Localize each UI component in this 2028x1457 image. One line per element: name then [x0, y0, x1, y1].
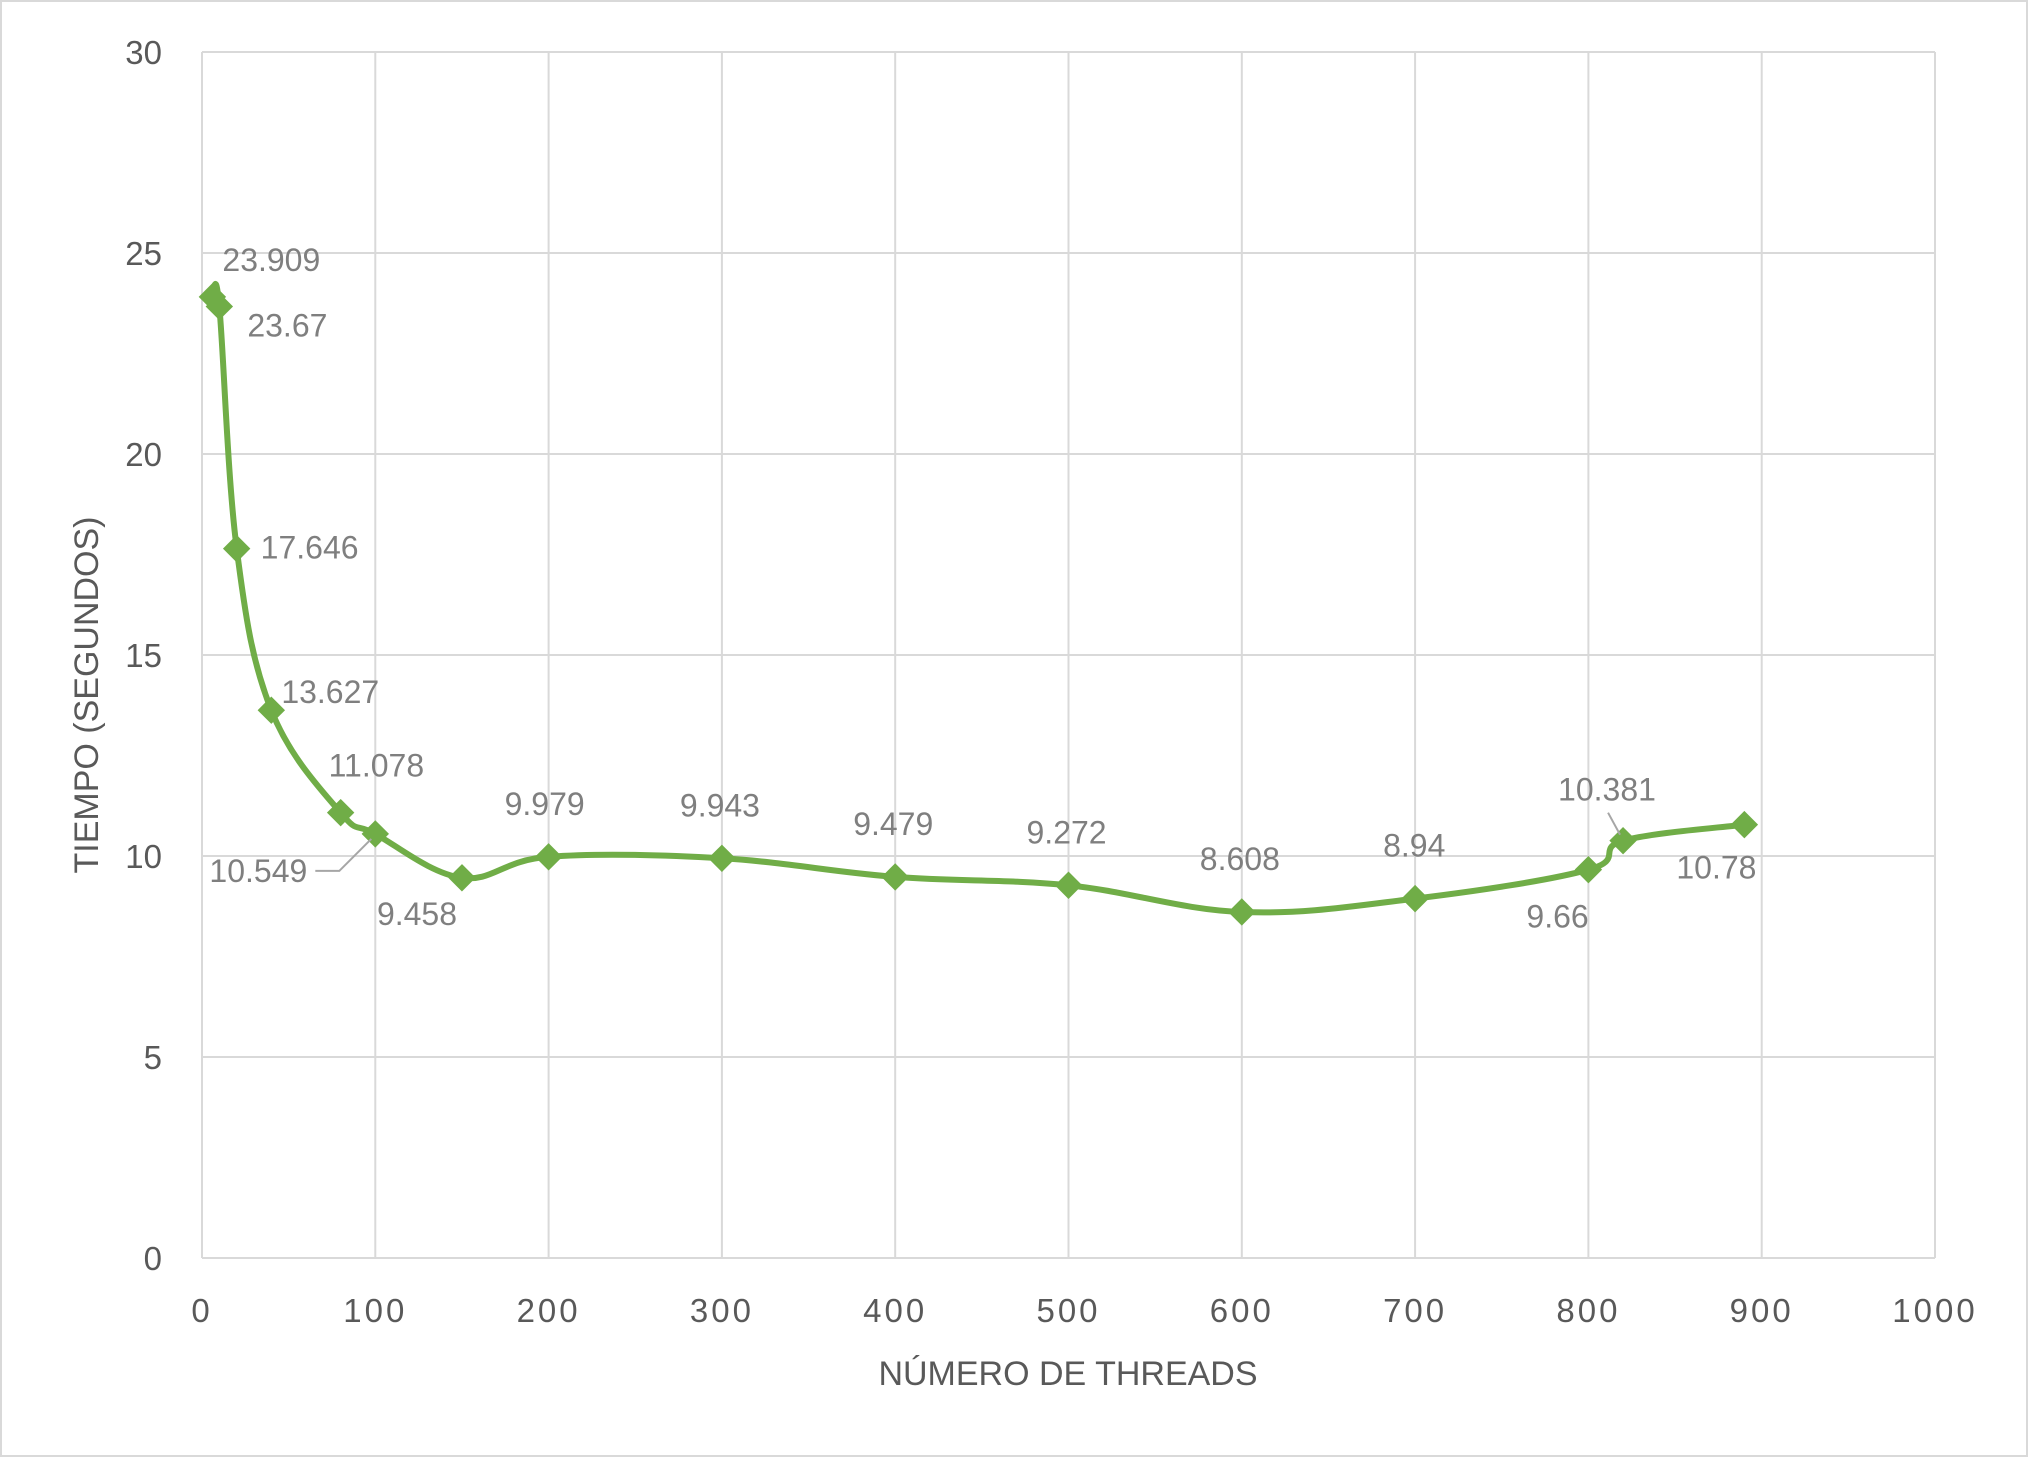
- x-tick-label: 0: [191, 1292, 212, 1329]
- data-label: 9.479: [853, 806, 933, 842]
- y-tick-label: 0: [144, 1240, 162, 1277]
- data-point-marker: [1730, 810, 1759, 839]
- data-label: 8.608: [1200, 841, 1280, 877]
- x-tick-label: 900: [1730, 1292, 1794, 1329]
- data-point-marker: [1228, 898, 1256, 926]
- data-label: 23.67: [247, 307, 327, 343]
- x-tick-label: 200: [517, 1292, 581, 1329]
- leader-line: [315, 838, 373, 872]
- data-label: 9.943: [680, 787, 760, 823]
- data-point-marker: [1574, 855, 1603, 884]
- y-tick-label: 25: [125, 235, 162, 272]
- data-point-marker: [534, 843, 563, 871]
- data-label: 9.66: [1526, 899, 1588, 935]
- data-point-marker: [1609, 826, 1637, 855]
- data-point-marker: [257, 696, 286, 724]
- data-label: 13.627: [281, 674, 379, 710]
- x-tick-label: 700: [1383, 1292, 1447, 1329]
- data-point-marker: [881, 863, 909, 891]
- x-tick-label: 300: [690, 1292, 754, 1329]
- y-tick-label: 20: [125, 436, 162, 473]
- data-point-marker: [1054, 871, 1083, 899]
- data-label: 17.646: [261, 530, 359, 566]
- data-label: 9.272: [1027, 814, 1107, 850]
- data-label: 10.78: [1676, 850, 1756, 886]
- data-point-marker: [1401, 884, 1429, 913]
- data-labels: 23.909 23.67 17.646 13.627 11.078 10.549 9.458…: [209, 242, 1756, 935]
- data-label: 8.94: [1383, 828, 1445, 864]
- y-tick-label: 5: [144, 1039, 162, 1076]
- data-label: 9.979: [505, 786, 585, 822]
- y-tick-label: 30: [125, 34, 162, 71]
- x-tick-label: 500: [1036, 1292, 1100, 1329]
- x-tick-label: 1000: [1892, 1292, 1977, 1329]
- y-tick-label: 10: [125, 838, 162, 875]
- data-point-marker: [326, 798, 355, 827]
- data-point-marker: [205, 292, 234, 321]
- series-line-layer: [209, 280, 1748, 916]
- data-label: 23.909: [222, 242, 320, 278]
- x-axis-title: NÚMERO DE THREADS: [878, 1355, 1257, 1393]
- leader-lines: [315, 812, 1621, 872]
- data-point-marker: [448, 864, 476, 892]
- data-label: 10.381: [1558, 772, 1656, 808]
- x-tick-label: 400: [863, 1292, 927, 1329]
- x-tick-label: 600: [1210, 1292, 1274, 1329]
- y-tick-label: 15: [125, 637, 162, 674]
- data-label: 11.078: [329, 748, 425, 784]
- series-markers: [198, 283, 1759, 926]
- leader-line: [1607, 812, 1621, 836]
- data-point-marker: [222, 534, 251, 563]
- x-tick-label: 800: [1556, 1292, 1620, 1329]
- x-tick-label: 100: [343, 1292, 407, 1329]
- gridlines: [201, 51, 1936, 1259]
- data-label: 10.549: [209, 853, 307, 889]
- data-point-marker: [708, 844, 736, 872]
- y-axis-title: TIEMPO (SEGUNDOS): [68, 516, 106, 873]
- data-label: 9.458: [377, 896, 457, 932]
- series-line: [209, 280, 1748, 916]
